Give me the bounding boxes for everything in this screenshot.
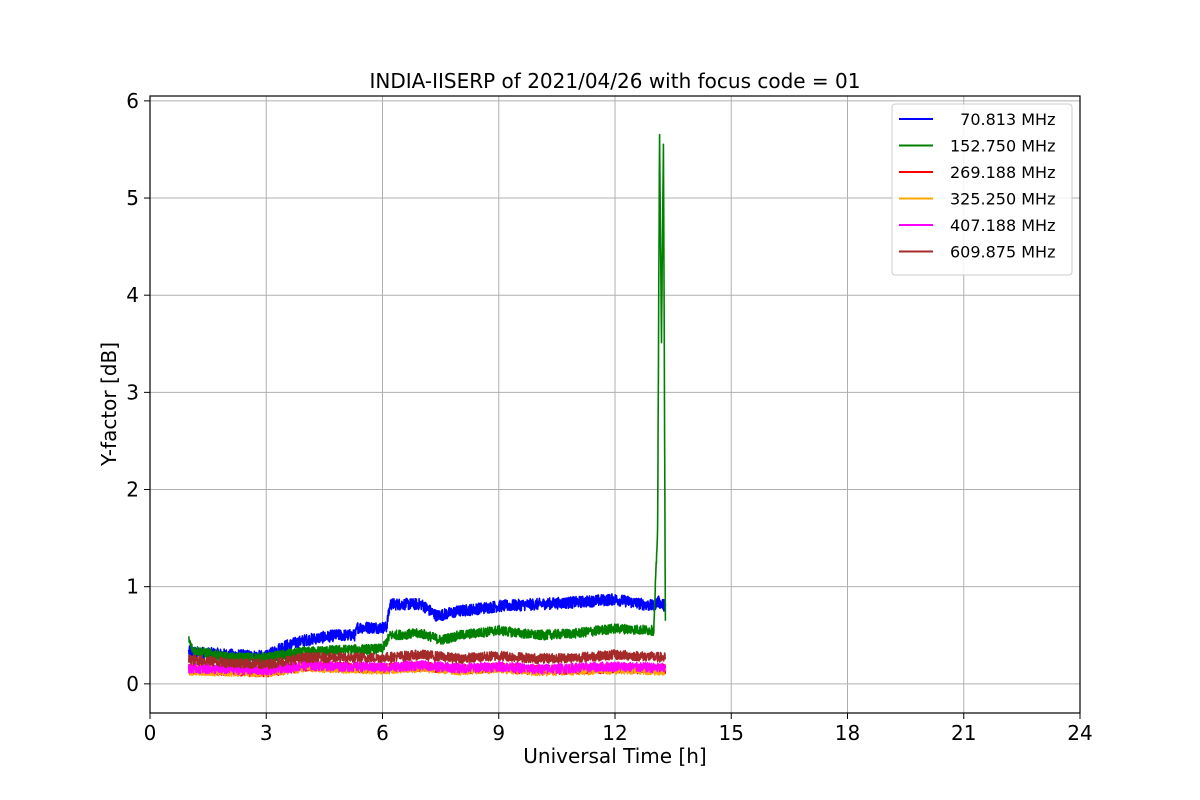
legend-entry-label: 152.750 MHz <box>950 137 1055 156</box>
y-tick-label: 2 <box>126 478 139 502</box>
series-line-0 <box>188 593 667 664</box>
y-tick-label: 4 <box>126 283 139 307</box>
legend-entry-label: 325.250 MHz <box>950 190 1055 209</box>
x-tick-label: 6 <box>376 721 389 745</box>
series-line-5 <box>188 649 667 670</box>
chart-title: INDIA-IISERP of 2021/04/26 with focus co… <box>370 69 861 93</box>
y-axis-title: Y-factor [dB] <box>97 342 121 467</box>
x-tick-label: 24 <box>1067 721 1092 745</box>
series-line-4 <box>188 659 667 676</box>
x-axis-title: Universal Time [h] <box>523 744 706 768</box>
legend: 70.813 MHz 152.750 MHz 269.188 MHz 325.250 … <box>891 103 1073 276</box>
y-tick-label: 6 <box>126 89 139 113</box>
x-tick-label: 18 <box>835 721 860 745</box>
legend-box <box>891 103 1073 276</box>
x-tick-label: 0 <box>144 721 157 745</box>
series-layer <box>188 133 667 678</box>
x-tick-label: 12 <box>602 721 627 745</box>
y-tick-label: 5 <box>126 186 139 210</box>
x-tick-label: 21 <box>951 721 976 745</box>
legend-entry-label: 609.875 MHz <box>950 243 1055 262</box>
legend-entry-label: 269.188 MHz <box>950 163 1055 182</box>
x-tick-label: 9 <box>492 721 505 745</box>
y-tick-label: 1 <box>126 575 139 599</box>
series-line-1 <box>188 133 667 664</box>
grid-lines <box>149 96 1081 713</box>
legend-entry-label: 70.813 MHz <box>950 110 1055 129</box>
x-tick-label: 15 <box>719 721 744 745</box>
legend-entry-label: 407.188 MHz <box>950 216 1055 235</box>
x-tick-label: 3 <box>260 721 273 745</box>
y-tick-label: 0 <box>126 672 139 696</box>
y-tick-label: 3 <box>126 380 139 404</box>
